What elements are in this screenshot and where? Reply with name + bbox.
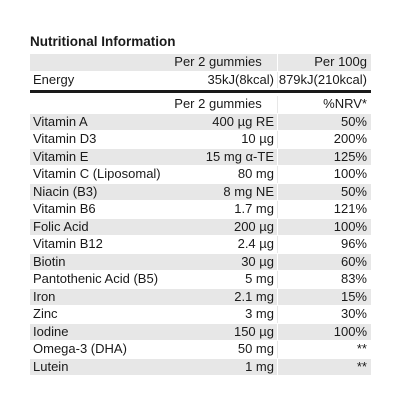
energy-label: Energy (33, 71, 75, 87)
energy-row: Energy 35kJ(8kcal) 879kJ(210kcal) (30, 71, 371, 88)
nutrient-nrv: 100% (333, 166, 367, 181)
nutrient-amount: 80 mg (237, 166, 274, 181)
table-row: Vitamin B12 2.4 µg 96% (30, 236, 371, 253)
table-title: Nutritional Information (30, 34, 176, 49)
nutrient-name: Pantothenic Acid (B5) (33, 271, 159, 286)
nutrient-nrv: 50% (340, 113, 367, 129)
nutrient-nrv: 83% (340, 271, 367, 286)
column-divider (277, 323, 278, 340)
column-divider (277, 201, 278, 218)
nutrient-name: Vitamin B12 (33, 236, 103, 251)
column-divider (277, 218, 278, 235)
nutrient-name: Zinc (33, 306, 58, 321)
nutrient-list: Vitamin A 400 µg RE 50% Vitamin D3 10 µg 200%… (30, 113, 371, 375)
nutrient-nrv: 100% (333, 218, 367, 234)
nutrient-nrv: 200% (333, 131, 367, 146)
header-row: Per 2 gummies Per 100g (30, 54, 371, 71)
nutrient-amount: 2.4 µg (237, 236, 274, 251)
nutrient-nrv: 125% (333, 148, 367, 164)
nutrient-amount: 10 µg (241, 131, 274, 146)
nutrient-name: Iron (33, 288, 56, 304)
table-row: Vitamin A 400 µg RE 50% (30, 113, 371, 130)
nutrient-amount: 15 mg α-TE (205, 148, 274, 164)
column-divider (277, 54, 278, 71)
nutrient-amount: 200 µg (233, 218, 274, 234)
column-divider (277, 183, 278, 200)
column-divider (277, 166, 278, 183)
column-divider (277, 131, 278, 148)
table-row: Pantothenic Acid (B5) 5 mg 83% (30, 271, 371, 288)
header-per-100g: Per 100g (314, 54, 367, 69)
vitamins-header-per-serving: Per 2 gummies (174, 96, 262, 111)
nutrient-nrv: ** (356, 358, 367, 374)
column-divider (277, 358, 278, 375)
nutrient-amount: 150 µg (233, 323, 274, 339)
nutrient-nrv: ** (356, 341, 367, 356)
nutrient-name: Omega-3 (DHA) (33, 341, 127, 356)
energy-per-serving: 35kJ(8kcal) (207, 71, 274, 87)
nutrient-name: Folic Acid (33, 218, 89, 234)
nutrient-name: Vitamin E (33, 148, 89, 164)
table-row: Vitamin B6 1.7 mg 121% (30, 201, 371, 218)
nutrient-amount: 1.7 mg (234, 201, 274, 216)
column-divider (277, 96, 278, 113)
column-divider (277, 113, 278, 130)
column-divider (277, 148, 278, 165)
nutrient-nrv: 50% (340, 183, 367, 199)
thick-divider (30, 90, 371, 93)
table-row: Iodine 150 µg 100% (30, 323, 371, 340)
nutrient-name: Vitamin D3 (33, 131, 97, 146)
table-row: Folic Acid 200 µg 100% (30, 218, 371, 235)
header-per-serving: Per 2 gummies (174, 54, 262, 69)
nutrient-name: Biotin (33, 253, 66, 269)
vitamins-header-nrv: %NRV* (323, 96, 367, 111)
column-divider (277, 253, 278, 270)
nutrient-nrv: 100% (333, 323, 367, 339)
nutrient-nrv: 96% (340, 236, 367, 251)
vitamins-header-row: Per 2 gummies %NRV* (30, 96, 371, 113)
table-row: Iron 2.1 mg 15% (30, 288, 371, 305)
table-row: Vitamin E 15 mg α-TE 125% (30, 148, 371, 165)
nutrient-amount: 5 mg (245, 271, 274, 286)
nutrition-table: Per 2 gummies Per 100g Energy 35kJ(8kcal… (30, 54, 371, 376)
nutrient-nrv: 60% (340, 253, 367, 269)
column-divider (277, 341, 278, 358)
nutrient-name: Niacin (B3) (33, 183, 98, 199)
table-row: Niacin (B3) 8 mg NE 50% (30, 183, 371, 200)
table-row: Vitamin C (Liposomal) 80 mg 100% (30, 166, 371, 183)
table-row: Vitamin D3 10 µg 200% (30, 131, 371, 148)
table-row: Lutein 1 mg ** (30, 358, 371, 375)
nutrient-name: Vitamin C (Liposomal) (33, 166, 161, 181)
nutrient-nrv: 30% (340, 306, 367, 321)
nutrient-amount: 50 mg (237, 341, 274, 356)
nutrient-nrv: 121% (333, 201, 367, 216)
nutrient-amount: 8 mg NE (223, 183, 274, 199)
column-divider (277, 306, 278, 323)
column-divider (277, 236, 278, 253)
nutrient-name: Lutein (33, 358, 69, 374)
column-divider (277, 271, 278, 288)
nutrient-nrv: 15% (340, 288, 367, 304)
nutrient-amount: 1 mg (245, 358, 274, 374)
nutrient-name: Vitamin B6 (33, 201, 96, 216)
nutrient-amount: 3 mg (245, 306, 274, 321)
table-row: Biotin 30 µg 60% (30, 253, 371, 270)
column-divider (277, 71, 278, 88)
table-row: Zinc 3 mg 30% (30, 306, 371, 323)
energy-per-100g: 879kJ(210kcal) (278, 71, 367, 87)
column-divider (277, 288, 278, 305)
nutrient-name: Iodine (33, 323, 69, 339)
nutrient-amount: 400 µg RE (212, 113, 274, 129)
table-row: Omega-3 (DHA) 50 mg ** (30, 341, 371, 358)
nutrient-name: Vitamin A (33, 113, 88, 129)
nutrient-amount: 30 µg (241, 253, 274, 269)
nutrient-amount: 2.1 mg (234, 288, 274, 304)
